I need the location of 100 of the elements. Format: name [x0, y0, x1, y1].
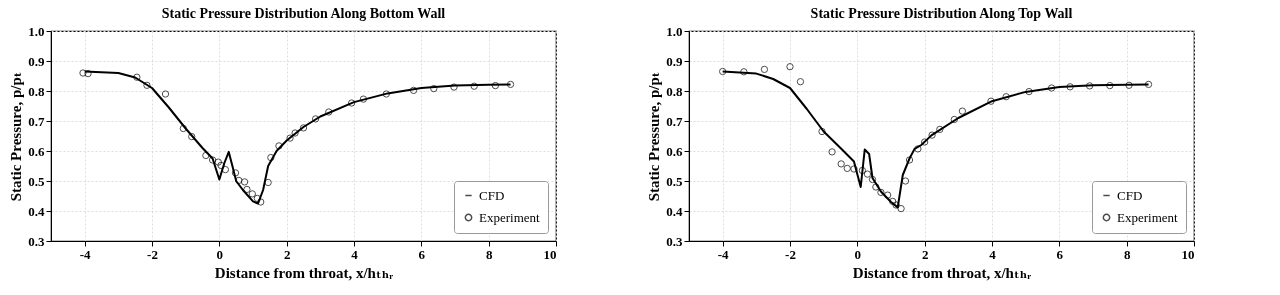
point: [382, 90, 390, 98]
y-tick-label: 0.8: [666, 83, 683, 99]
point: [889, 197, 897, 206]
point: [1144, 80, 1153, 89]
point: [240, 178, 249, 186]
point: [235, 176, 243, 185]
point: [719, 67, 727, 76]
point: [188, 132, 196, 141]
point: [892, 201, 900, 209]
point: [901, 177, 910, 185]
point: [202, 151, 210, 160]
point: [359, 95, 368, 103]
point: [837, 160, 845, 168]
point: [267, 153, 275, 162]
point: [914, 145, 922, 153]
point: [1106, 81, 1114, 90]
x-tick-label: 6: [1056, 246, 1064, 262]
y-tick-label: 0.7: [28, 113, 45, 129]
point: [84, 69, 92, 78]
y-tick-label: 0.9: [666, 53, 683, 69]
point: [863, 170, 872, 178]
chart-title: Static Pressure Distribution Along Bottom Wall: [161, 6, 446, 21]
point: [843, 164, 851, 173]
point: [470, 82, 478, 90]
point: [897, 204, 905, 213]
point: [905, 156, 914, 164]
point: [786, 63, 794, 71]
x-tick-label: 2: [283, 246, 291, 262]
y-tick-label: 0.7: [666, 113, 683, 129]
point: [958, 107, 967, 115]
point: [179, 124, 187, 133]
y-tick-label: 0.6: [666, 143, 683, 159]
point: [248, 190, 256, 198]
x-tick-label: 6: [418, 246, 426, 262]
point: [1047, 84, 1056, 92]
y-tick-label: 1.0: [666, 23, 683, 39]
y-axis-title: Static Pressure, p/pₜ: [8, 71, 25, 202]
point: [253, 194, 262, 203]
point: [286, 134, 294, 142]
point: [760, 65, 769, 74]
y-tick-label: 0.3: [28, 233, 45, 249]
x-tick-label: 10: [1181, 246, 1195, 262]
point: [347, 99, 356, 107]
point: [299, 124, 308, 132]
point: [740, 68, 748, 76]
point: [291, 129, 299, 137]
legend-label: Experiment: [1117, 209, 1179, 225]
y-tick-label: 0.5: [666, 173, 683, 189]
point: [264, 178, 272, 187]
y-axis-title: Static Pressure, p/pₜ: [646, 71, 663, 202]
x-tick-label: 4: [989, 246, 997, 262]
point: [450, 83, 458, 91]
point: [231, 169, 240, 177]
point: [275, 142, 283, 150]
point: [409, 86, 418, 95]
point: [868, 175, 877, 184]
point: [243, 185, 251, 194]
point: [858, 166, 867, 175]
legend-label: CFD: [1117, 187, 1143, 203]
point: [796, 78, 805, 86]
y-tick-label: 0.9: [28, 53, 45, 69]
x-tick-label: -4: [717, 246, 730, 262]
x-tick-label: 4: [351, 246, 359, 262]
x-axis-title: Distance from throat, x/hₜₕᵣ: [852, 264, 1032, 281]
point: [987, 97, 995, 105]
point: [1025, 87, 1033, 96]
point: [214, 158, 222, 166]
point: [506, 80, 515, 89]
point: [257, 198, 265, 206]
x-tick-label: -4: [79, 246, 92, 262]
point: [161, 90, 170, 98]
point: [208, 156, 217, 164]
x-tick-label: 0: [854, 246, 862, 262]
point: [1085, 82, 1094, 90]
point: [133, 73, 141, 81]
point: [818, 127, 826, 136]
point: [1125, 81, 1133, 89]
point: [143, 81, 151, 89]
x-tick-label: 10: [543, 246, 557, 262]
point: [217, 161, 225, 170]
x-tick-label: 8: [485, 246, 493, 262]
point: [850, 165, 858, 173]
point: [221, 165, 230, 174]
y-tick-label: 0.4: [28, 203, 45, 219]
y-tick-label: 0.3: [666, 233, 683, 249]
x-axis-title: Distance from throat, x/hₜₕᵣ: [214, 264, 394, 281]
point: [311, 115, 320, 123]
chart-title: Static Pressure Distribution Along Top Wall: [810, 6, 1073, 21]
point: [325, 108, 333, 116]
y-tick-label: 0.8: [28, 83, 45, 99]
point: [872, 183, 880, 191]
y-tick-label: 0.6: [28, 143, 45, 159]
point: [877, 188, 885, 197]
line-series: [721, 70, 1150, 209]
point: [430, 84, 438, 93]
point: [828, 148, 836, 156]
x-tick-label: -2: [785, 246, 796, 262]
point: [491, 81, 500, 90]
x-tick-label: 0: [216, 246, 224, 262]
point: [1002, 93, 1010, 101]
